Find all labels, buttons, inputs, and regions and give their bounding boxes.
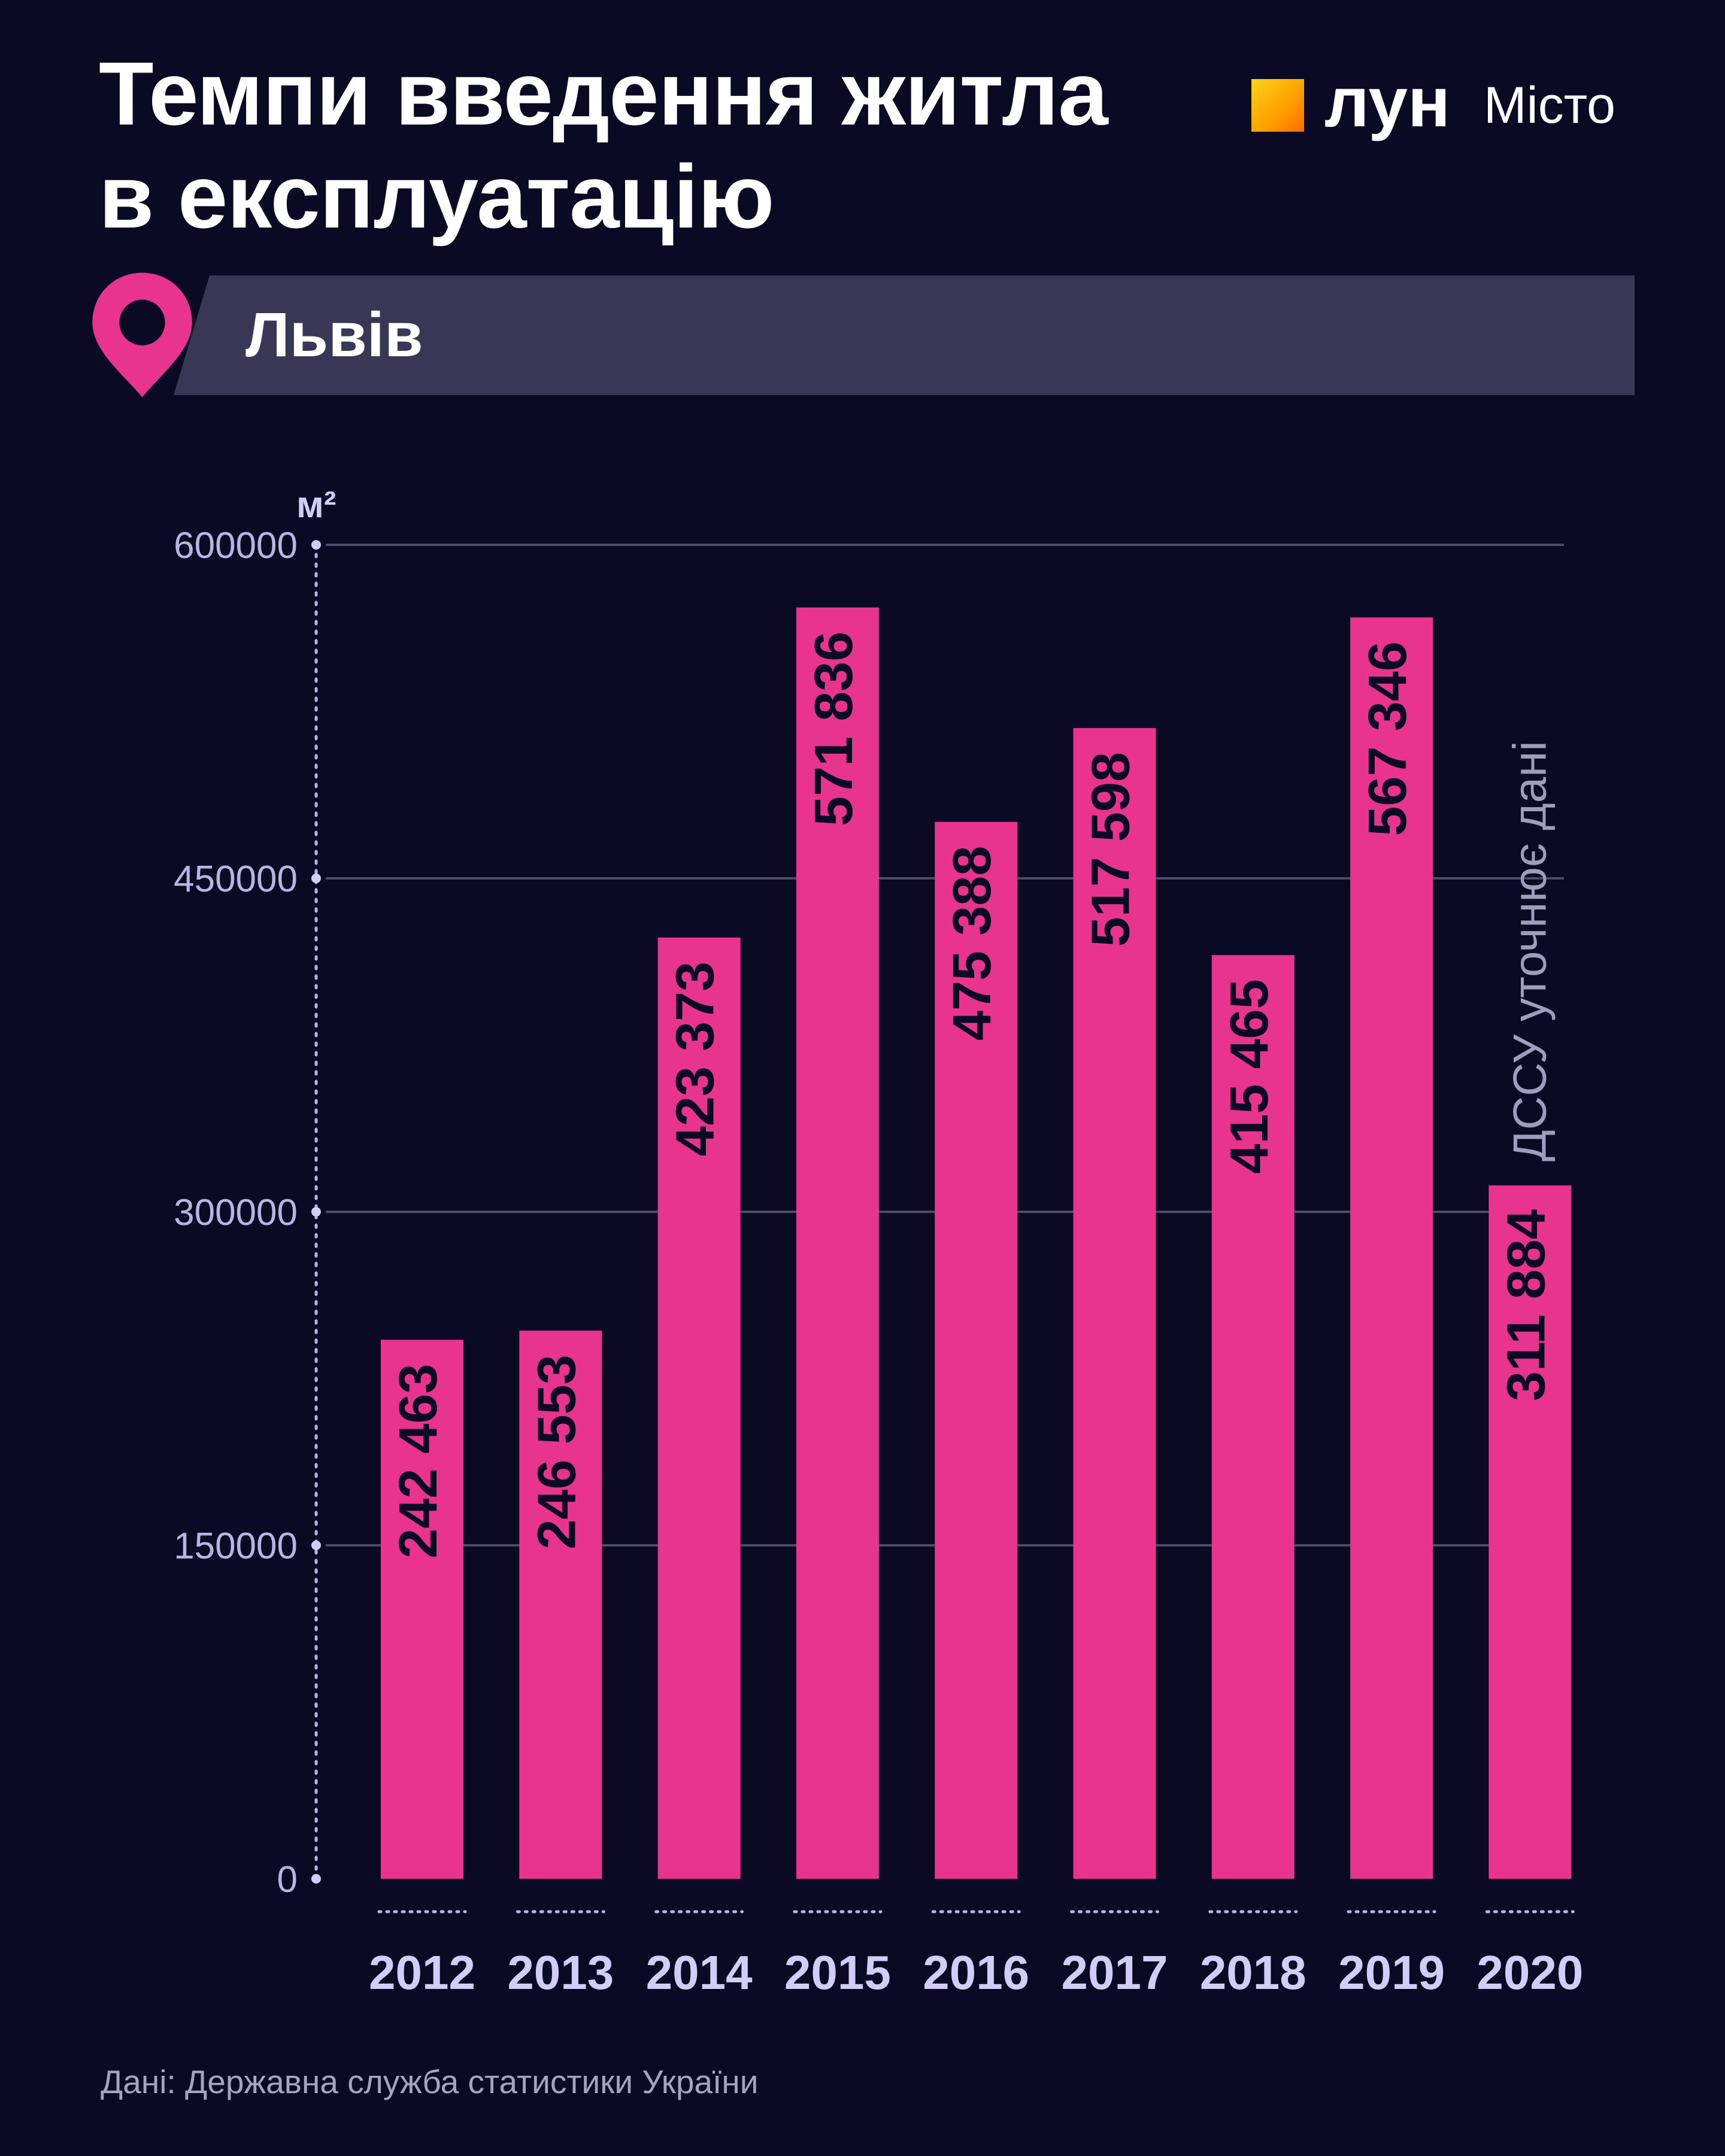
y-axis: 0 150000 300000 450000 600000: [174, 525, 321, 1900]
bar: [519, 1330, 602, 1879]
bar: [1211, 955, 1294, 1879]
bar: [1073, 727, 1156, 1879]
bar-value-label: 311 884: [1496, 1209, 1556, 1401]
bar-chart: 0 150000 300000 450000 600000 242 463 246 553…: [174, 525, 1583, 1999]
x-tick-label: 2014: [646, 1946, 753, 1999]
y-tick-label: 450000: [174, 859, 298, 900]
title-line-2: в експлуатацію: [99, 146, 774, 247]
bar: [1488, 1185, 1572, 1879]
y-tick-dot: [311, 1207, 321, 1217]
x-tick-label: 2016: [923, 1946, 1029, 1999]
y-tick-dot: [311, 1874, 321, 1884]
logo-brand: лун: [1324, 63, 1451, 142]
bar: [1350, 617, 1433, 1879]
bar-value-label: 415 465: [1220, 979, 1280, 1173]
bars: [381, 607, 1572, 1879]
bar-value-label: 475 388: [942, 846, 1002, 1041]
bar: [796, 607, 879, 1879]
y-tick-label: 600000: [174, 525, 298, 566]
map-pin-icon: [92, 272, 192, 398]
y-tick-dot: [311, 874, 321, 883]
source-note: Дані: Державна служба статистики України: [101, 2063, 759, 2100]
y-tick-dot: [311, 540, 321, 550]
orange-square-logo-icon: [1251, 79, 1304, 132]
bar: [935, 821, 1018, 1879]
chart-title: Темпи введення житла в експлуатацію: [99, 42, 1108, 248]
location-name: Львів: [245, 300, 423, 370]
logo-subtitle: Місто: [1484, 77, 1615, 134]
y-tick-label: 150000: [174, 1526, 298, 1567]
bar: [381, 1339, 463, 1879]
annotations: ДССУ уточнює дані: [1503, 741, 1556, 1162]
bar: [657, 937, 741, 1879]
data-labels: 242 463 246 553 423 373 571 836 475 388 517 5…: [389, 632, 1556, 1558]
y-tick-label: 300000: [174, 1192, 298, 1233]
x-tick-label: 2019: [1338, 1946, 1445, 1999]
bar-value-label: 567 346: [1358, 641, 1418, 836]
bar-value-label: 423 373: [666, 962, 726, 1156]
bar-value-label: 571 836: [804, 632, 864, 826]
bar-value-label: 517 598: [1081, 752, 1141, 947]
title-line-1: Темпи введення житла: [99, 43, 1108, 144]
x-tick-label: 2013: [507, 1946, 614, 1999]
bar-value-label: 246 553: [527, 1354, 587, 1549]
location-banner: [174, 275, 1635, 395]
x-tick-label: 2020: [1477, 1946, 1583, 1999]
y-axis-unit: м²: [296, 484, 336, 526]
x-tick-label: 2015: [784, 1946, 891, 1999]
y-tick-dot: [311, 1541, 321, 1550]
bar-value-label: 242 463: [389, 1364, 448, 1558]
y-tick-label: 0: [277, 1859, 298, 1900]
x-tick-label: 2017: [1062, 1946, 1168, 1999]
x-tick-label: 2018: [1200, 1946, 1306, 1999]
x-axis: 2012 2013 2014 2015 2016 2017 2018 2019 2020: [369, 1910, 1583, 1999]
annotation-text: ДССУ уточнює дані: [1503, 741, 1556, 1162]
x-tick-label: 2012: [369, 1946, 475, 1999]
